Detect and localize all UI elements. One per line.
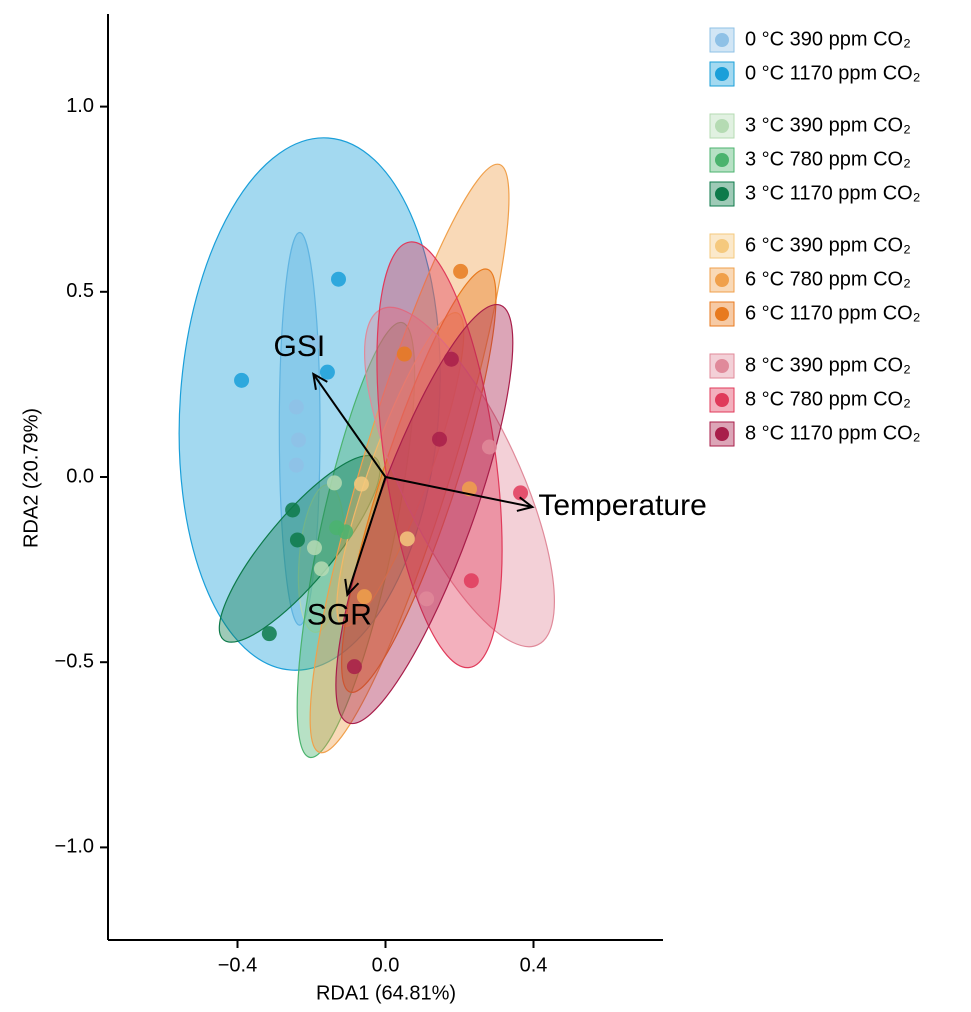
legend-marker (715, 427, 729, 441)
y-tick-label: 0.5 (66, 280, 94, 302)
vector-label: SGR (307, 599, 372, 632)
confidence-ellipse (364, 306, 555, 648)
point (432, 431, 448, 447)
x-tick-label: 0.0 (372, 954, 400, 976)
legend-label: 0 °C 390 ppm CO₂ (745, 28, 911, 50)
y-axis-label: RDA2 (20.79%) (20, 408, 42, 548)
point (463, 573, 479, 589)
vector-arrow (312, 373, 387, 478)
legend-marker (715, 307, 729, 321)
y-tick-label: −0.5 (55, 650, 94, 672)
point (453, 263, 469, 279)
confidence-ellipse (341, 268, 497, 693)
point (326, 475, 342, 491)
point (313, 561, 329, 577)
legend-marker (715, 273, 729, 287)
point (306, 334, 322, 350)
legend-marker (715, 187, 729, 201)
confidence-ellipse (309, 163, 510, 754)
vector-arrow (346, 476, 387, 596)
point (319, 364, 335, 380)
legend-swatch (709, 233, 735, 259)
arrow-head (312, 372, 328, 390)
vector-arrow (385, 476, 533, 508)
point (338, 524, 354, 540)
point (353, 476, 369, 492)
legend-marker (715, 239, 729, 253)
y-tick-label: −1.0 (55, 836, 94, 858)
x-tick-label: −0.4 (218, 954, 257, 976)
legend-label: 8 °C 390 ppm CO₂ (745, 354, 911, 376)
legend-label: 6 °C 1170 ppm CO₂ (745, 302, 920, 324)
legend-swatch (709, 61, 735, 87)
legend-label: 3 °C 780 ppm CO₂ (745, 148, 911, 170)
x-axis-label: RDA1 (64.81%) (316, 982, 456, 1004)
point (288, 457, 304, 473)
point (331, 271, 347, 287)
y-tick-label: 0.0 (66, 465, 94, 487)
legend-label: 6 °C 780 ppm CO₂ (745, 268, 911, 290)
point (399, 531, 415, 547)
point (261, 626, 277, 642)
vector-label: Temperature (538, 489, 706, 522)
legend-marker (715, 359, 729, 373)
legend-marker (715, 153, 729, 167)
confidence-ellipse (296, 321, 416, 759)
vector-label: GSI (274, 330, 326, 363)
point (443, 351, 459, 367)
legend-label: 3 °C 1170 ppm CO₂ (745, 182, 920, 204)
point (346, 659, 362, 675)
legend-label: 8 °C 1170 ppm CO₂ (745, 422, 920, 444)
y-tick-label: 1.0 (66, 95, 94, 117)
point (289, 532, 305, 548)
confidence-ellipse (178, 137, 441, 671)
point (513, 485, 529, 501)
point (356, 589, 372, 605)
point (481, 439, 497, 455)
point (288, 399, 304, 415)
legend-label: 3 °C 390 ppm CO₂ (745, 114, 911, 136)
point (419, 591, 435, 607)
point (285, 502, 301, 518)
legend-marker (715, 393, 729, 407)
legend-marker (715, 67, 729, 81)
arrow-head (344, 578, 360, 597)
legend-label: 6 °C 390 ppm CO₂ (745, 234, 911, 256)
legend-swatch (709, 267, 735, 293)
legend-label: 8 °C 780 ppm CO₂ (745, 388, 911, 410)
legend-marker (715, 119, 729, 133)
point (306, 540, 322, 556)
point (291, 432, 307, 448)
confidence-ellipse (278, 231, 321, 626)
point (396, 346, 412, 362)
point (234, 372, 250, 388)
legend-label: 0 °C 1170 ppm CO₂ (745, 62, 920, 84)
x-tick-label: 0.4 (520, 954, 548, 976)
arrow-head (516, 496, 535, 512)
legend-marker (715, 33, 729, 47)
